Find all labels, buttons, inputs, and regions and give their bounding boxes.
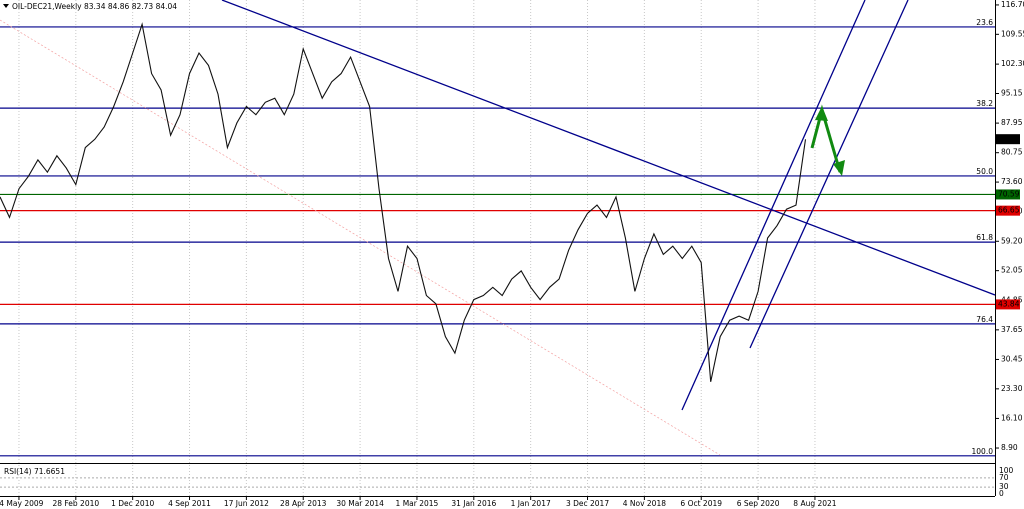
x-tick-label: 1 Jan 2017 <box>511 499 551 508</box>
menu-icon <box>3 4 9 8</box>
fib-label: 23.6 <box>976 18 993 27</box>
trend-line <box>0 19 721 456</box>
rsi-tick-label: 0 <box>999 489 1004 498</box>
fib-label: 38.2 <box>976 99 993 108</box>
y-tick-label: 116.70 <box>1001 0 1024 9</box>
x-tick-label: 17 Jun 2012 <box>224 499 269 508</box>
y-tick-label: 109.55 <box>1001 29 1024 38</box>
y-tick-label: 8.90 <box>1001 443 1018 452</box>
y-tick-label: 95.15 <box>1001 89 1023 98</box>
price-label-box <box>996 205 1020 216</box>
x-tick-label: 1 Mar 2015 <box>396 499 439 508</box>
channel-line <box>749 0 909 349</box>
price-line-series <box>0 22 807 382</box>
y-tick-label: 80.75 <box>1001 148 1023 157</box>
arrow-head <box>833 160 845 176</box>
channel-line <box>681 0 866 411</box>
x-tick-label: 31 Jan 2016 <box>451 499 496 508</box>
arrow-head <box>815 106 828 121</box>
y-tick-label: 30.45 <box>1001 354 1023 363</box>
x-tick-label: 8 Aug 2021 <box>793 499 836 508</box>
x-tick-label: 24 May 2009 <box>0 499 44 508</box>
fib-label: 76.4 <box>976 315 993 324</box>
y-tick-label: 16.10 <box>1001 413 1023 422</box>
plot <box>0 22 807 382</box>
y-tick-label: 23.30 <box>1001 384 1023 393</box>
price-label-box <box>996 189 1020 200</box>
y-tick-label: 59.20 <box>1001 236 1023 245</box>
x-tick-label: 28 Feb 2010 <box>52 499 99 508</box>
y-tick-label: 73.60 <box>1001 177 1023 186</box>
rsi-tick-label: 100 <box>999 466 1014 475</box>
fib-label: 61.8 <box>976 233 993 242</box>
grid <box>0 0 995 496</box>
y-tick-label: 87.95 <box>1001 118 1023 127</box>
x-tick-label: 4 Sep 2011 <box>168 499 211 508</box>
fib-label: 50.0 <box>976 167 993 176</box>
y-tick-label: 102.30 <box>1001 59 1024 68</box>
x-tick-label: 6 Sep 2020 <box>737 499 780 508</box>
y-tick-label: 37.65 <box>1001 325 1023 334</box>
x-tick-label: 4 Nov 2018 <box>623 499 666 508</box>
x-tick-label: 6 Oct 2019 <box>680 499 722 508</box>
x-tick-label: 3 Dec 2017 <box>566 499 609 508</box>
y-tick-label: 52.05 <box>1001 266 1023 275</box>
price-label-box <box>996 299 1020 310</box>
price-label: 66.65 <box>998 206 1020 215</box>
rsi-tick-label: 70 <box>999 473 1009 482</box>
price-label: 84.04 <box>998 134 1020 143</box>
x-tick-label: 30 Mar 2014 <box>336 499 384 508</box>
trend-line <box>221 0 996 296</box>
x-tick-label: 28 Apr 2013 <box>280 499 327 508</box>
price-label-box <box>996 134 1020 145</box>
rsi-title: RSI(14) 71.6651 <box>4 467 65 476</box>
price-label: 43.84 <box>998 299 1020 308</box>
fib-label: 100.0 <box>972 447 994 456</box>
x-tick-label: 1 Dec 2010 <box>111 499 154 508</box>
chart-title: OIL-DEC21,Weekly 83.34 84.86 82.73 84.04 <box>12 2 177 11</box>
price-label: 70.59 <box>998 189 1020 198</box>
rsi-tick-label: 30 <box>999 482 1009 491</box>
